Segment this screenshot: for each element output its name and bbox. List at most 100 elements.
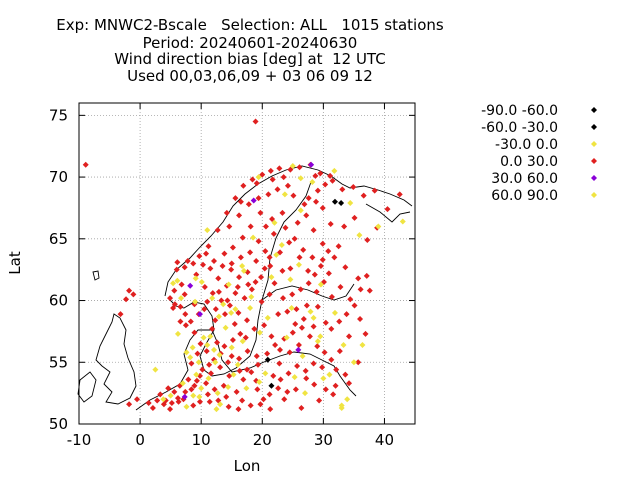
data-point [267, 262, 274, 269]
data-point [134, 396, 141, 403]
data-point [187, 354, 194, 361]
data-point [302, 367, 309, 374]
data-point [317, 281, 324, 288]
data-point [200, 334, 207, 341]
data-point [126, 401, 133, 408]
data-point [235, 309, 242, 316]
data-point [193, 377, 200, 384]
data-point [259, 171, 266, 178]
data-point [152, 366, 159, 373]
data-point [253, 353, 260, 360]
data-point [190, 392, 197, 399]
data-point [350, 183, 357, 190]
data-point [181, 291, 188, 298]
data-point [197, 340, 204, 347]
data-point [236, 274, 243, 281]
data-point [201, 306, 208, 313]
data-point [248, 369, 255, 376]
legend-marker [591, 141, 597, 147]
data-point [362, 330, 369, 337]
data-point [289, 162, 296, 169]
data-point [291, 374, 298, 381]
x-axis-label: Lon [234, 457, 261, 475]
data-point [260, 396, 267, 403]
data-point [181, 393, 188, 400]
data-point [271, 280, 278, 287]
data-point [247, 223, 254, 230]
axis-ticks: -10 0 10 20 30 40 50 55 60 65 70 75 [49, 103, 415, 449]
data-point [223, 209, 230, 216]
data-point [309, 179, 316, 186]
data-point [331, 198, 338, 205]
data-point [305, 280, 312, 287]
data-point [276, 360, 283, 367]
data-point [220, 301, 227, 308]
data-point [191, 329, 198, 336]
data-point [331, 167, 338, 174]
data-point [255, 195, 262, 202]
data-point [284, 308, 291, 315]
data-point [236, 367, 243, 374]
data-point [399, 218, 406, 225]
data-point [279, 267, 286, 274]
data-point [211, 346, 218, 353]
data-point [311, 381, 318, 388]
data-point [317, 262, 324, 269]
data-point [245, 281, 252, 288]
data-point [174, 259, 181, 266]
data-point [277, 376, 284, 383]
data-point [337, 283, 344, 290]
data-point [319, 240, 326, 247]
data-point [225, 359, 232, 366]
x-tick-label: -10 [67, 431, 92, 449]
data-point [204, 227, 211, 234]
data-point [251, 325, 258, 332]
data-point [338, 200, 345, 207]
data-point [319, 204, 326, 211]
data-point [250, 234, 257, 241]
data-point [200, 261, 207, 268]
data-point [295, 346, 302, 353]
data-point [327, 172, 334, 179]
data-point [183, 403, 190, 410]
data-point [346, 333, 353, 340]
data-point [303, 302, 310, 309]
data-point [275, 311, 282, 318]
data-point [204, 391, 211, 398]
legend-marker [591, 192, 597, 198]
x-tick-label: 40 [375, 431, 394, 449]
data-point [223, 393, 230, 400]
y-tick-label: 70 [49, 168, 68, 186]
data-point [316, 397, 323, 404]
data-point [332, 382, 339, 389]
data-point [222, 311, 229, 318]
data-point [317, 170, 324, 177]
data-point [322, 386, 329, 393]
data-point [177, 303, 184, 310]
data-point [244, 348, 251, 355]
data-point [295, 341, 302, 348]
data-point [203, 380, 210, 387]
data-point [328, 293, 335, 300]
data-point [247, 402, 254, 409]
data-point [262, 223, 269, 230]
data-point [228, 309, 235, 316]
data-point [292, 320, 299, 327]
data-point [217, 364, 224, 371]
data-point [255, 174, 262, 181]
data-point [211, 386, 218, 393]
y-tick-label: 60 [49, 292, 68, 310]
data-point [182, 311, 189, 318]
data-point [211, 258, 218, 265]
data-point [165, 385, 172, 392]
data-point [351, 302, 358, 309]
data-point [252, 118, 259, 125]
data-point [228, 353, 235, 360]
data-point [177, 318, 184, 325]
x-tick-label: 0 [135, 431, 145, 449]
data-point [204, 341, 211, 348]
data-point [269, 176, 276, 183]
data-point [212, 317, 219, 324]
data-point [195, 359, 202, 366]
data-point [346, 380, 353, 387]
